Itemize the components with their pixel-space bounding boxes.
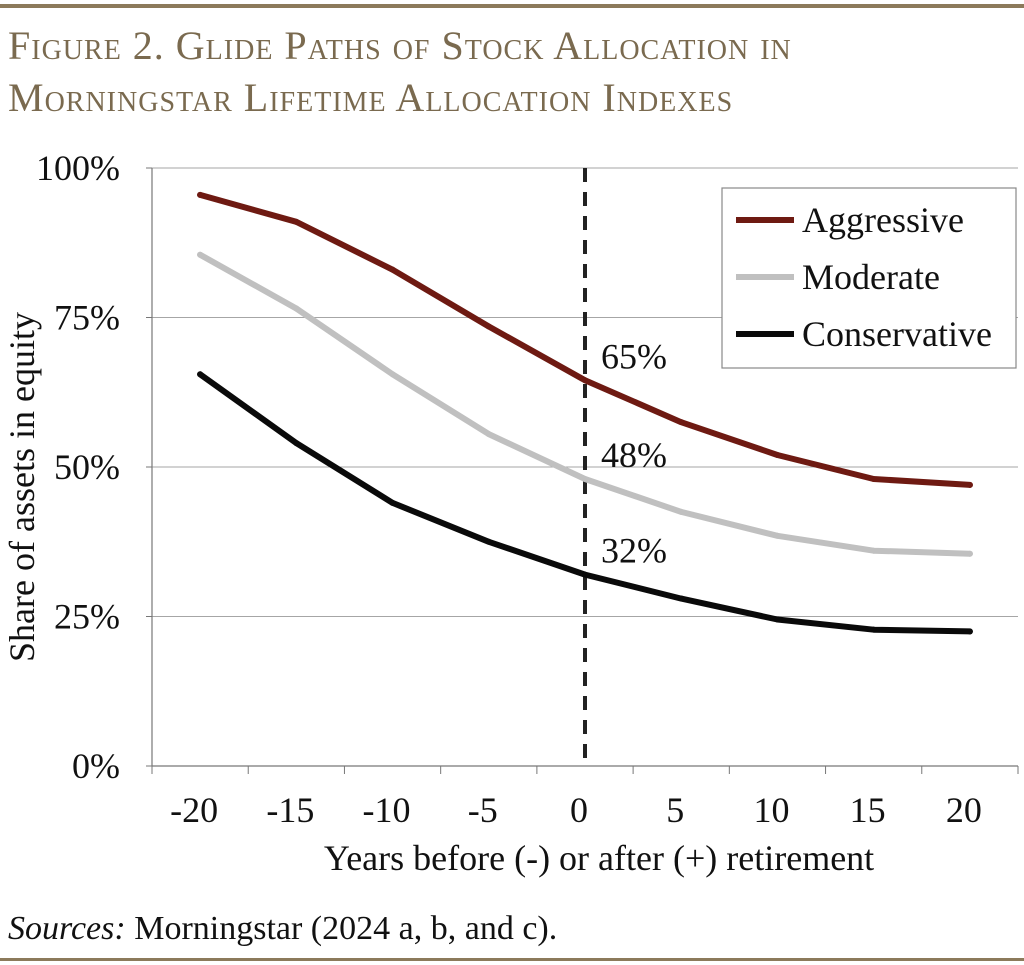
- data-point-moderate: [389, 371, 396, 378]
- data-point-moderate: [966, 550, 973, 557]
- data-point-aggressive: [774, 452, 781, 459]
- data-point-moderate: [774, 532, 781, 539]
- value-annotation: 48%: [601, 435, 667, 475]
- data-point-conservative: [197, 371, 204, 378]
- annotations: 65% 48% 32%: [601, 336, 667, 570]
- data-point-aggressive: [870, 475, 877, 482]
- top-rule: [0, 4, 1024, 8]
- y-axis-title: Share of assets in equity: [2, 312, 42, 662]
- data-point-conservative: [582, 571, 588, 578]
- figure-title-line-1: Figure 2. Glide Paths of Stock Allocatio…: [8, 23, 792, 68]
- source-label: Sources:: [8, 910, 126, 947]
- data-point-moderate: [870, 547, 877, 554]
- x-tick-label: 5: [666, 790, 684, 830]
- value-annotation: 32%: [601, 531, 667, 571]
- data-point-moderate: [582, 475, 588, 482]
- data-point-conservative: [678, 595, 685, 602]
- data-point-moderate: [197, 251, 204, 258]
- data-point-conservative: [870, 626, 877, 633]
- data-point-aggressive: [678, 419, 685, 426]
- data-point-conservative: [389, 499, 396, 506]
- data-point-conservative: [293, 440, 300, 447]
- x-tick-label: -5: [468, 790, 498, 830]
- legend-label-aggressive: Aggressive: [802, 200, 964, 240]
- source-text: Morningstar (2024 a, b, and c).: [125, 910, 558, 947]
- x-tick-label: 20: [946, 790, 982, 830]
- gridlines: [152, 167, 1018, 766]
- glide-path-chart: 0% 25% 50% 75% 100% -20 -15 -10 -5 0 5 10 15 20 Years …: [2, 148, 1019, 878]
- x-tick-label: -20: [170, 790, 218, 830]
- figure-title-line-2: Morningstar Lifetime Allocation Indexes: [8, 75, 734, 120]
- data-point-conservative: [966, 628, 973, 635]
- x-tick-label: 0: [570, 790, 588, 830]
- x-tick-label: -10: [363, 790, 411, 830]
- data-point-moderate: [293, 305, 300, 312]
- data-point-moderate: [485, 431, 492, 438]
- figure-title: Figure 2. Glide Paths of Stock Allocatio…: [8, 20, 1018, 124]
- bottom-rule: [0, 958, 1024, 961]
- data-point-aggressive: [582, 377, 588, 384]
- axes: 0% 25% 50% 75% 100% -20 -15 -10 -5 0 5 10 15 20 Years …: [2, 148, 1019, 878]
- y-tick-label: 25%: [54, 597, 120, 637]
- y-tick-label: 50%: [54, 447, 120, 487]
- value-annotation: 65%: [601, 336, 667, 376]
- x-tick-label: 15: [850, 790, 886, 830]
- legend-label-moderate: Moderate: [802, 257, 940, 297]
- source-note: Sources: Morningstar (2024 a, b, and c).: [8, 910, 557, 948]
- data-point-conservative: [774, 616, 781, 623]
- data-point-conservative: [485, 538, 492, 545]
- data-point-aggressive: [293, 218, 300, 225]
- y-tick-label: 0%: [72, 746, 120, 786]
- data-point-aggressive: [197, 191, 204, 198]
- data-point-aggressive: [966, 481, 973, 488]
- series-lines: [197, 191, 973, 635]
- data-point-aggressive: [485, 323, 492, 330]
- legend: Aggressive Moderate Conservative: [721, 187, 1017, 369]
- x-tick-label: 10: [753, 790, 789, 830]
- x-axis-title: Years before (-) or after (+) retirement: [324, 838, 874, 878]
- y-tick-label: 100%: [36, 148, 120, 188]
- legend-label-conservative: Conservative: [802, 314, 992, 354]
- data-point-aggressive: [389, 266, 396, 273]
- x-tick-label: -15: [266, 790, 314, 830]
- data-point-moderate: [678, 508, 685, 515]
- y-tick-label: 75%: [54, 298, 120, 338]
